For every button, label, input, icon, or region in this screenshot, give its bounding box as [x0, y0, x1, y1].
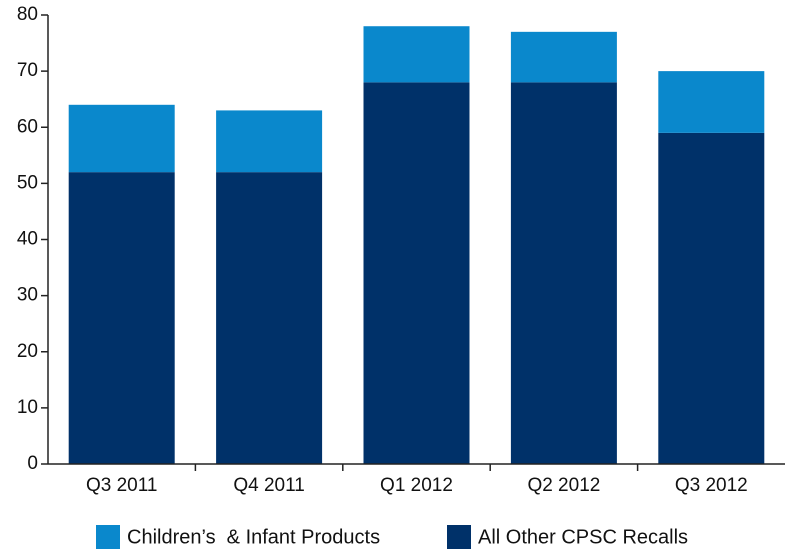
x-tick-label: Q1 2012 [380, 475, 453, 496]
legend-label: All Other CPSC Recalls [478, 526, 688, 548]
y-tick-label: 60 [17, 116, 38, 137]
y-tick-label: 70 [17, 60, 38, 81]
legend-swatch [447, 525, 471, 549]
bar-segment [658, 132, 765, 465]
bar-segment [216, 172, 323, 464]
bar-segment [363, 26, 470, 83]
legend-label: Children’s & Infant Products [127, 526, 380, 548]
bar-segment [363, 82, 470, 464]
bar-segment [510, 82, 617, 464]
x-tick-label: Q3 2012 [675, 475, 748, 496]
y-tick-label: 10 [17, 397, 38, 418]
bar-segment [658, 71, 765, 133]
legend-swatch [96, 525, 120, 549]
y-tick-label: 0 [27, 453, 38, 474]
y-tick-label: 40 [17, 229, 38, 250]
bar-segment [216, 110, 323, 173]
x-tick-label: Q2 2012 [527, 475, 600, 496]
y-tick-label: 50 [17, 172, 38, 193]
x-tick-label: Q3 2011 [86, 475, 157, 496]
bar-segment [68, 172, 175, 464]
y-tick-label: 20 [17, 341, 38, 362]
y-tick-label: 80 [17, 4, 38, 25]
bar-segment [510, 31, 617, 83]
y-tick-label: 30 [17, 285, 38, 306]
bar-segment [68, 104, 175, 173]
x-tick-label: Q4 2011 [233, 475, 304, 496]
